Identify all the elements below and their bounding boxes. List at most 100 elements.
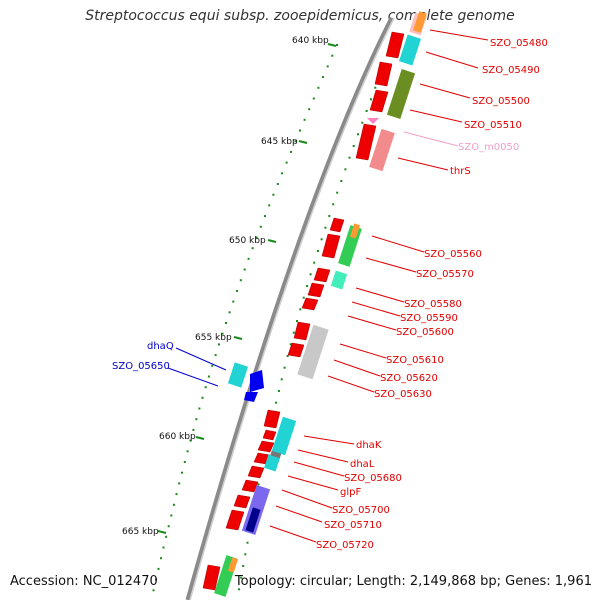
gc-dot	[312, 97, 315, 100]
gc-dot	[299, 129, 301, 132]
tick-label: 650 kbp	[229, 236, 266, 246]
gc-dot	[344, 168, 347, 171]
gene-labels: SZO_05480 SZO_05490 SZO_05500 SZO_05510 …	[112, 38, 548, 551]
gc-dot	[225, 322, 227, 324]
gc-dot	[272, 193, 275, 196]
gene-label: SZO_05650	[112, 361, 170, 372]
gc-dot	[228, 311, 231, 314]
gc-dot	[336, 44, 338, 46]
gene-label: SZO_05580	[404, 299, 462, 310]
genome-backbone-highlight	[189, 17, 395, 600]
gc-dot	[276, 183, 279, 185]
accession-text: Accession: NC_012470	[10, 574, 158, 589]
gene-label: dhaQ	[147, 341, 174, 352]
gc-dot	[309, 273, 312, 276]
gene-label: SZO_05570	[416, 269, 474, 280]
gc-dot	[289, 343, 292, 346]
gc-dot	[201, 396, 204, 399]
tick-label: 660 kbp	[159, 432, 196, 442]
gc-dots-inner	[152, 44, 338, 592]
gene-label: thrS	[450, 166, 471, 177]
gc-dot	[242, 565, 245, 567]
topology-text: Topology: circular; Length: 2,149,868 bp…	[234, 574, 592, 589]
gc-dot	[236, 289, 238, 292]
gc-dot	[320, 238, 323, 241]
gc-dot	[283, 366, 286, 369]
gene-label: SZO_m0050	[458, 142, 519, 153]
gc-dot	[322, 76, 324, 79]
gene-label: SZO_05600	[396, 327, 454, 338]
gc-dot	[328, 215, 331, 217]
gene-label: SZO_05560	[424, 249, 482, 260]
gc-dot	[181, 471, 183, 474]
gene-label: SZO_05610	[386, 355, 444, 366]
gene-label: SZO_05720	[316, 540, 374, 551]
gc-dot	[243, 268, 246, 271]
gc-dot	[336, 191, 339, 194]
gc-dot	[172, 503, 175, 506]
genome-backbone	[185, 16, 395, 600]
gc-dot	[332, 203, 335, 206]
gene-label: glpF	[340, 487, 361, 498]
gene-label: SZO_05710	[324, 520, 382, 531]
gc-dot	[232, 300, 235, 303]
gc-dot	[331, 54, 334, 57]
gene-label: SZO_05700	[332, 505, 390, 516]
tick-label: 640 kbp	[292, 36, 329, 46]
gc-dot	[370, 98, 372, 101]
gene-label: SZO_05480	[490, 38, 548, 49]
gc-dot	[160, 557, 162, 560]
gc-dot	[165, 535, 168, 538]
gc-dot	[277, 390, 280, 392]
tick-label: 655 kbp	[195, 333, 232, 343]
map-title: Streptococcus equi subsp. zooepidemicus,…	[85, 8, 515, 24]
gc-dot	[275, 401, 278, 404]
dhaq-features	[227, 362, 264, 402]
gc-dot	[211, 364, 214, 367]
gc-dot	[183, 461, 186, 463]
gc-dot	[244, 553, 247, 556]
gc-dot	[221, 332, 224, 335]
gc-dot	[264, 215, 266, 218]
gene-label: SZO_05620	[380, 373, 438, 384]
gc-dot	[251, 247, 254, 250]
feature-blocks	[214, 11, 427, 597]
gene-label: dhaK	[356, 440, 382, 451]
gc-dot	[352, 145, 355, 147]
gc-dot	[247, 257, 250, 260]
gc-dot	[207, 375, 210, 378]
gene-label: SZO_05590	[400, 313, 458, 324]
gc-dot	[361, 121, 364, 124]
gene-label: SZO_05680	[344, 473, 402, 484]
gc-dot	[268, 204, 271, 207]
gene-label: SZO_05630	[374, 389, 432, 400]
gc-dot	[340, 180, 343, 182]
gc-dot	[317, 86, 320, 89]
gc-dot	[259, 225, 262, 228]
cds-arrows	[202, 31, 405, 591]
gc-dot	[198, 407, 201, 410]
gc-dot	[290, 150, 292, 153]
gc-dot	[296, 320, 298, 322]
gene-label: SZO_05500	[472, 96, 530, 107]
gc-dot	[294, 140, 297, 143]
gc-dot	[240, 576, 243, 579]
gc-dot	[326, 65, 329, 68]
gc-dot	[239, 279, 242, 282]
gc-dot	[218, 343, 220, 346]
gc-dot	[306, 285, 309, 287]
tick-label: 665 kbp	[122, 527, 159, 537]
gene-label: SZO_05490	[482, 65, 540, 76]
gc-dot	[357, 133, 359, 136]
gc-dot	[167, 525, 170, 528]
gene-label: dhaL	[350, 459, 375, 470]
gene-label: SZO_05510	[464, 120, 522, 131]
gc-dot	[157, 567, 160, 570]
gc-dot	[204, 386, 207, 389]
gc-dot	[313, 261, 316, 264]
gc-dot	[152, 589, 155, 592]
gc-dot	[280, 378, 283, 381]
gc-dot	[374, 86, 377, 89]
tick-label: 645 kbp	[261, 137, 298, 147]
